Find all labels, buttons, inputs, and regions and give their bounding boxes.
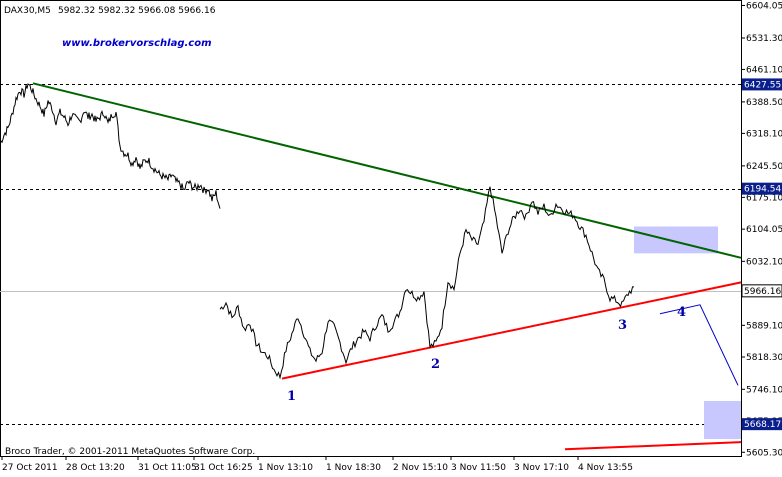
- y-tick-label: 5605.30: [746, 448, 782, 458]
- x-tick-label: 1 Nov 13:10: [258, 463, 313, 473]
- copyright-text: Broco Trader, © 2001-2011 MetaQuotes Sof…: [5, 447, 255, 457]
- wave-projection: [659, 304, 739, 386]
- wave-label-2: 2: [431, 357, 440, 372]
- wave-label-4: 4: [677, 305, 686, 320]
- trendlines: [32, 82, 742, 451]
- wave-label-3: 3: [618, 318, 627, 333]
- current-price-text: 5966.16: [744, 287, 781, 297]
- price-label-text: 6427.55: [744, 80, 781, 90]
- target-zones: [634, 226, 741, 439]
- x-tick-label: 3 Nov 11:50: [451, 463, 506, 473]
- current-price-box: [741, 284, 782, 298]
- wave-label-1: 1: [287, 389, 296, 404]
- target-zone: [704, 400, 741, 439]
- x-tick-label: 31 Oct 16:25: [194, 463, 253, 473]
- price-label-box: [742, 78, 782, 91]
- watermark-url: www.brokervorschlag.com: [62, 38, 212, 49]
- price-label-text: 5668.17: [744, 420, 781, 430]
- resistance-trendline: [32, 82, 742, 259]
- y-tick-label: 6461.10: [746, 65, 782, 75]
- x-tick-label: 3 Nov 17:10: [514, 463, 569, 473]
- price-line-segment-2: [219, 186, 634, 380]
- header-ohlc: 5982.32 5982.32 5966.08 5966.16: [58, 6, 216, 16]
- lower-support-trendline: [564, 441, 742, 451]
- x-tick-label: 1 Nov 18:30: [326, 463, 381, 473]
- price-label-box: [742, 418, 782, 431]
- header-symbol: DAX30,M5: [4, 6, 51, 16]
- y-tick-label: 6175.10: [746, 193, 782, 203]
- y-axis: 6604.05 6531.30 6461.10 6388.50 6318.10 6245.…: [741, 1, 782, 458]
- support-trendline: [281, 281, 742, 380]
- price-label-text: 6194.54: [744, 185, 781, 195]
- y-tick-label: 6531.30: [746, 34, 782, 44]
- y-tick-label: 6032.10: [746, 257, 782, 267]
- y-tick-label: 5889.10: [746, 321, 782, 331]
- price-line-segment-1: [0, 83, 221, 209]
- y-tick-label: 6104.05: [746, 225, 782, 235]
- wave-4-5-projection: [659, 304, 739, 386]
- x-tick-label: 28 Oct 13:20: [66, 463, 125, 473]
- y-tick-label: 5818.30: [746, 353, 782, 363]
- y-tick-label: 6245.50: [746, 162, 782, 172]
- y-tick-label: 6388.50: [746, 98, 782, 108]
- price-label-box: [742, 182, 782, 195]
- y-tick-label: 6604.05: [746, 1, 782, 11]
- x-tick-label: 27 Oct 2011: [2, 463, 58, 473]
- plot-area: [0, 0, 742, 457]
- price-labels: 6427.55 6194.54 5668.17 5966.16: [741, 78, 782, 431]
- x-tick-label: 31 Oct 11:05: [138, 463, 197, 473]
- x-tick-label: 2 Nov 15:10: [393, 463, 448, 473]
- y-tick-label: 5746.10: [746, 385, 782, 395]
- y-tick-label: 6318.10: [746, 129, 782, 139]
- price-series: [0, 83, 634, 380]
- x-tick-label: 4 Nov 13:55: [578, 463, 633, 473]
- horizontal-levels: [0, 84, 741, 425]
